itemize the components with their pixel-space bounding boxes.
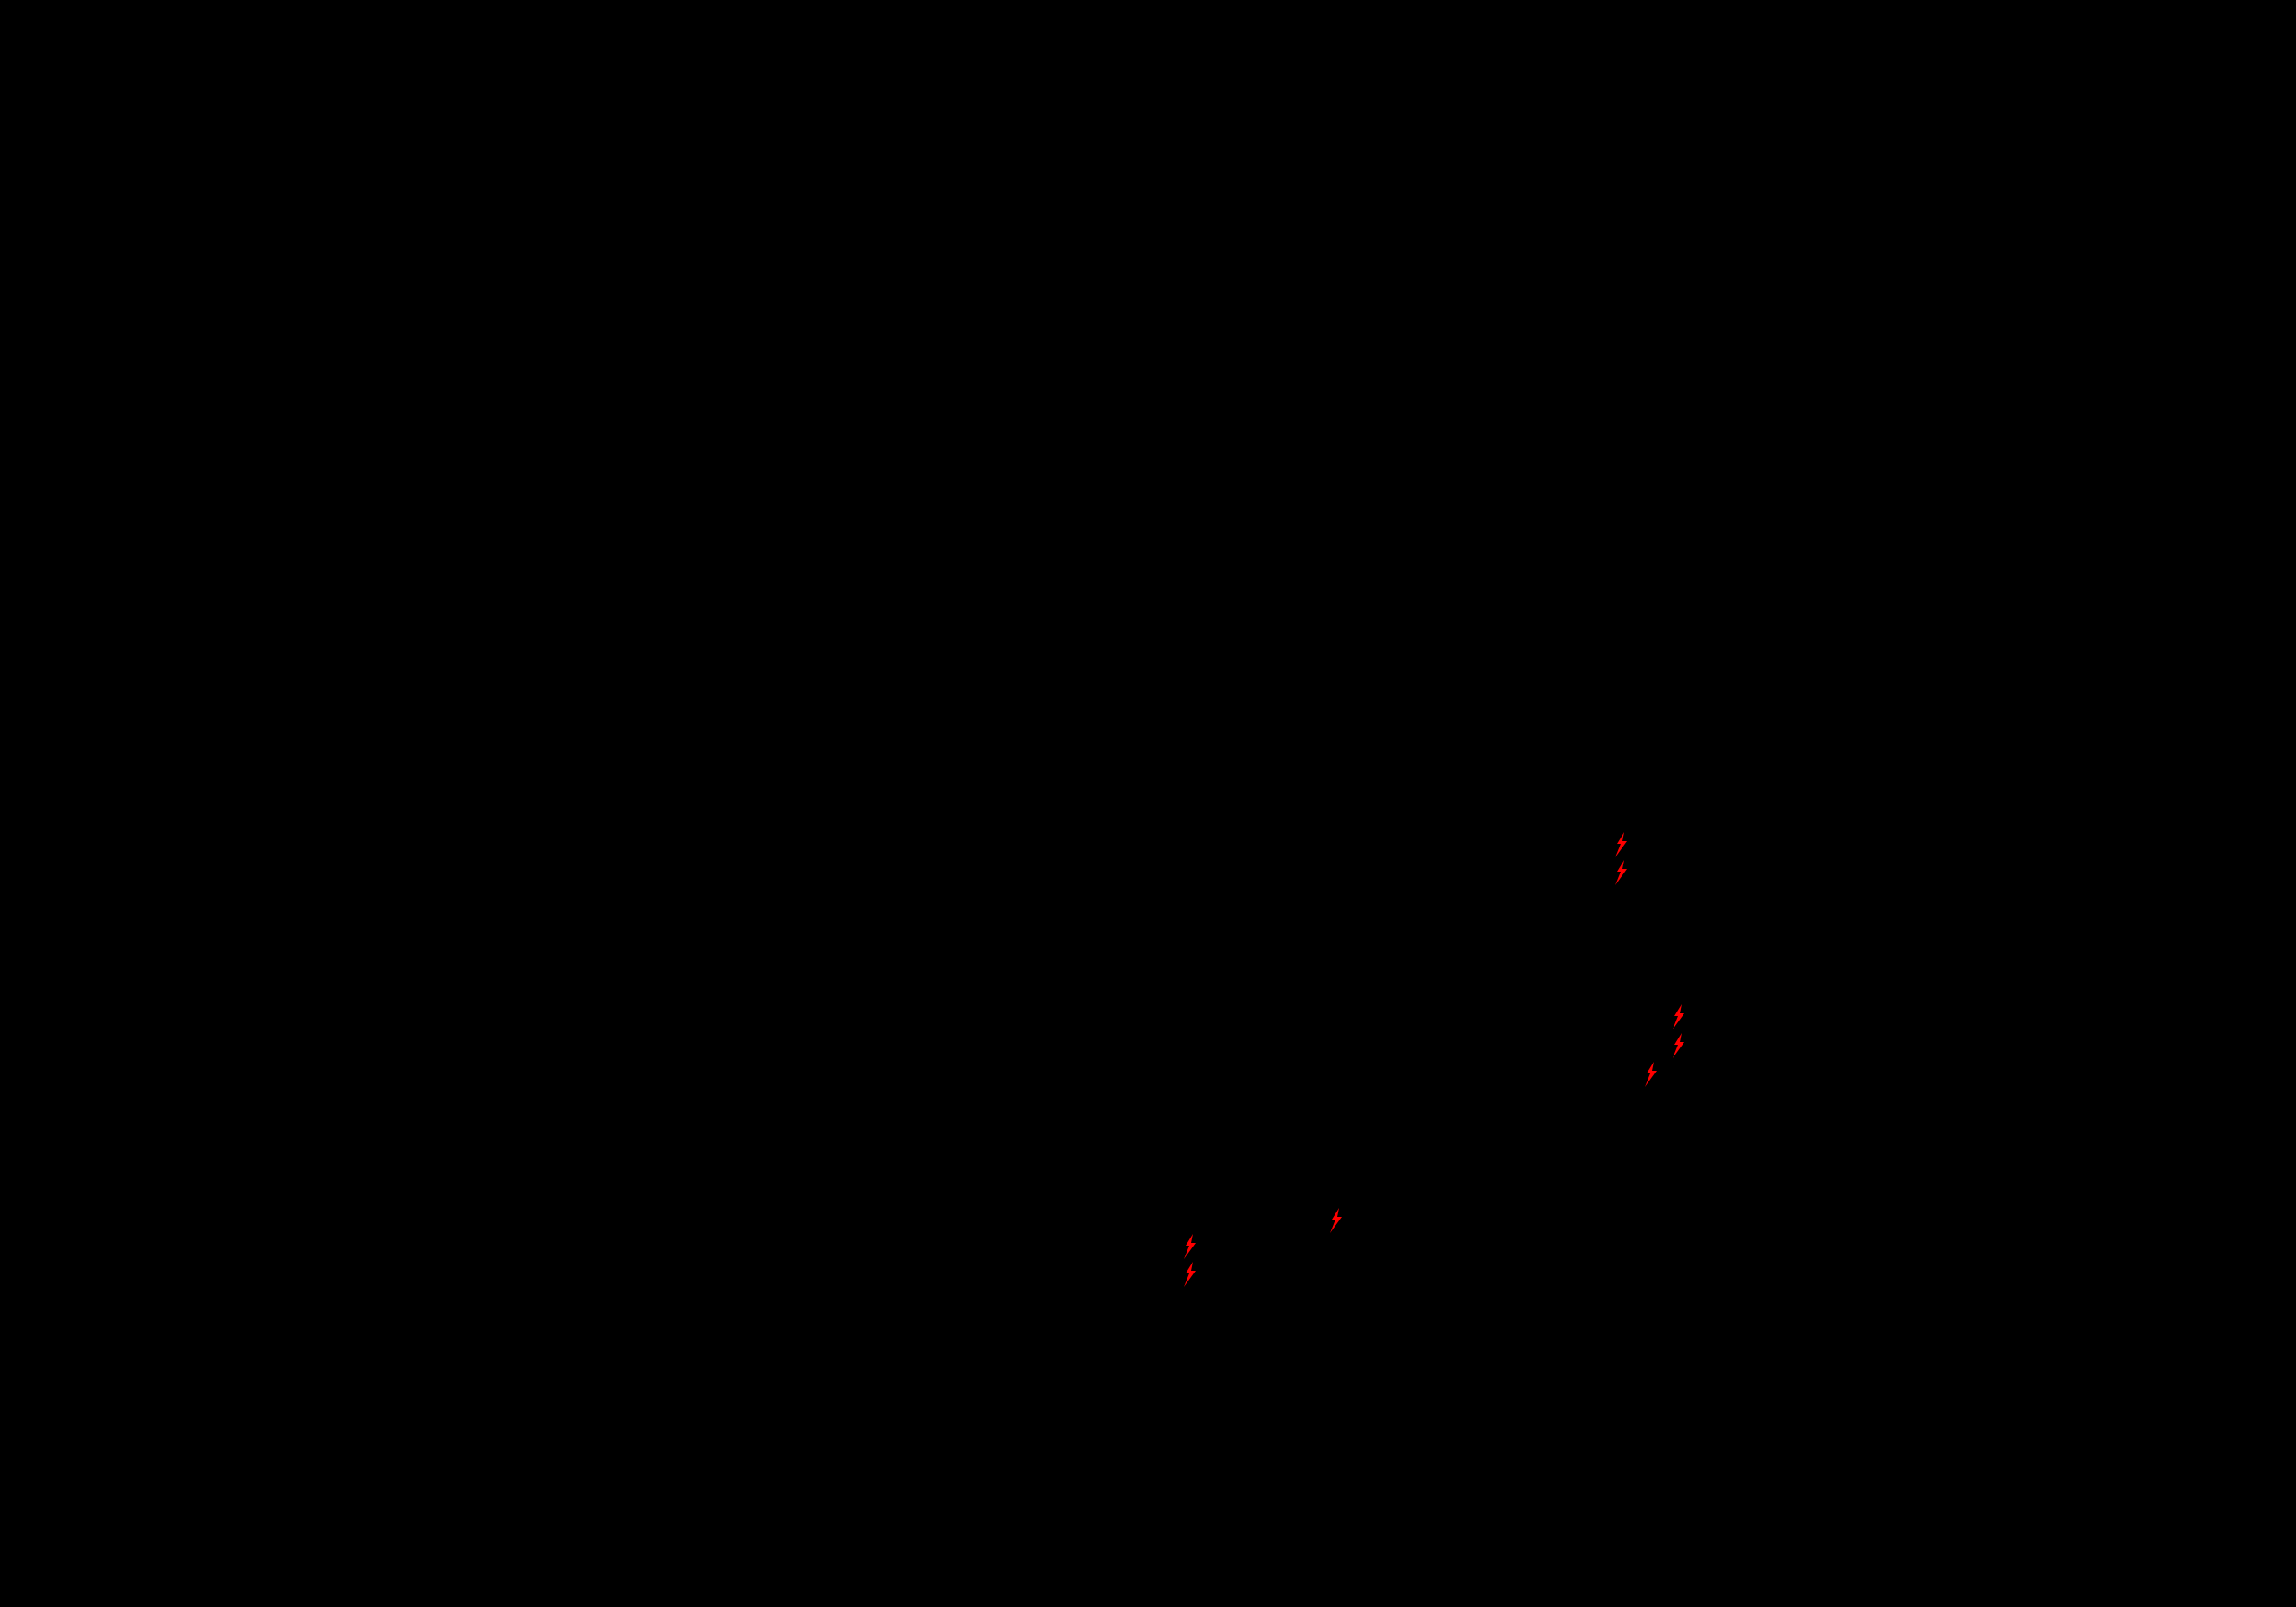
lightning-marker[interactable] <box>1614 832 1629 857</box>
lightning-bolt-icon <box>1673 1004 1684 1029</box>
lightning-marker[interactable] <box>1329 1208 1344 1233</box>
lightning-bolt-icon <box>1645 1062 1657 1087</box>
lightning-bolt-icon <box>1184 1234 1196 1259</box>
lightning-bolt-icon <box>1673 1033 1684 1058</box>
lightning-marker[interactable] <box>1614 860 1629 885</box>
lightning-marker[interactable] <box>1183 1262 1197 1287</box>
lightning-bolt-icon <box>1615 860 1627 885</box>
lightning-marker[interactable] <box>1644 1062 1658 1087</box>
lightning-bolt-icon <box>1184 1262 1196 1287</box>
lightning-bolt-icon <box>1330 1208 1342 1233</box>
lightning-marker[interactable] <box>1183 1234 1197 1259</box>
lightning-bolt-icon <box>1615 832 1627 857</box>
lightning-marker[interactable] <box>1672 1033 1686 1058</box>
lightning-marker[interactable] <box>1672 1004 1686 1029</box>
